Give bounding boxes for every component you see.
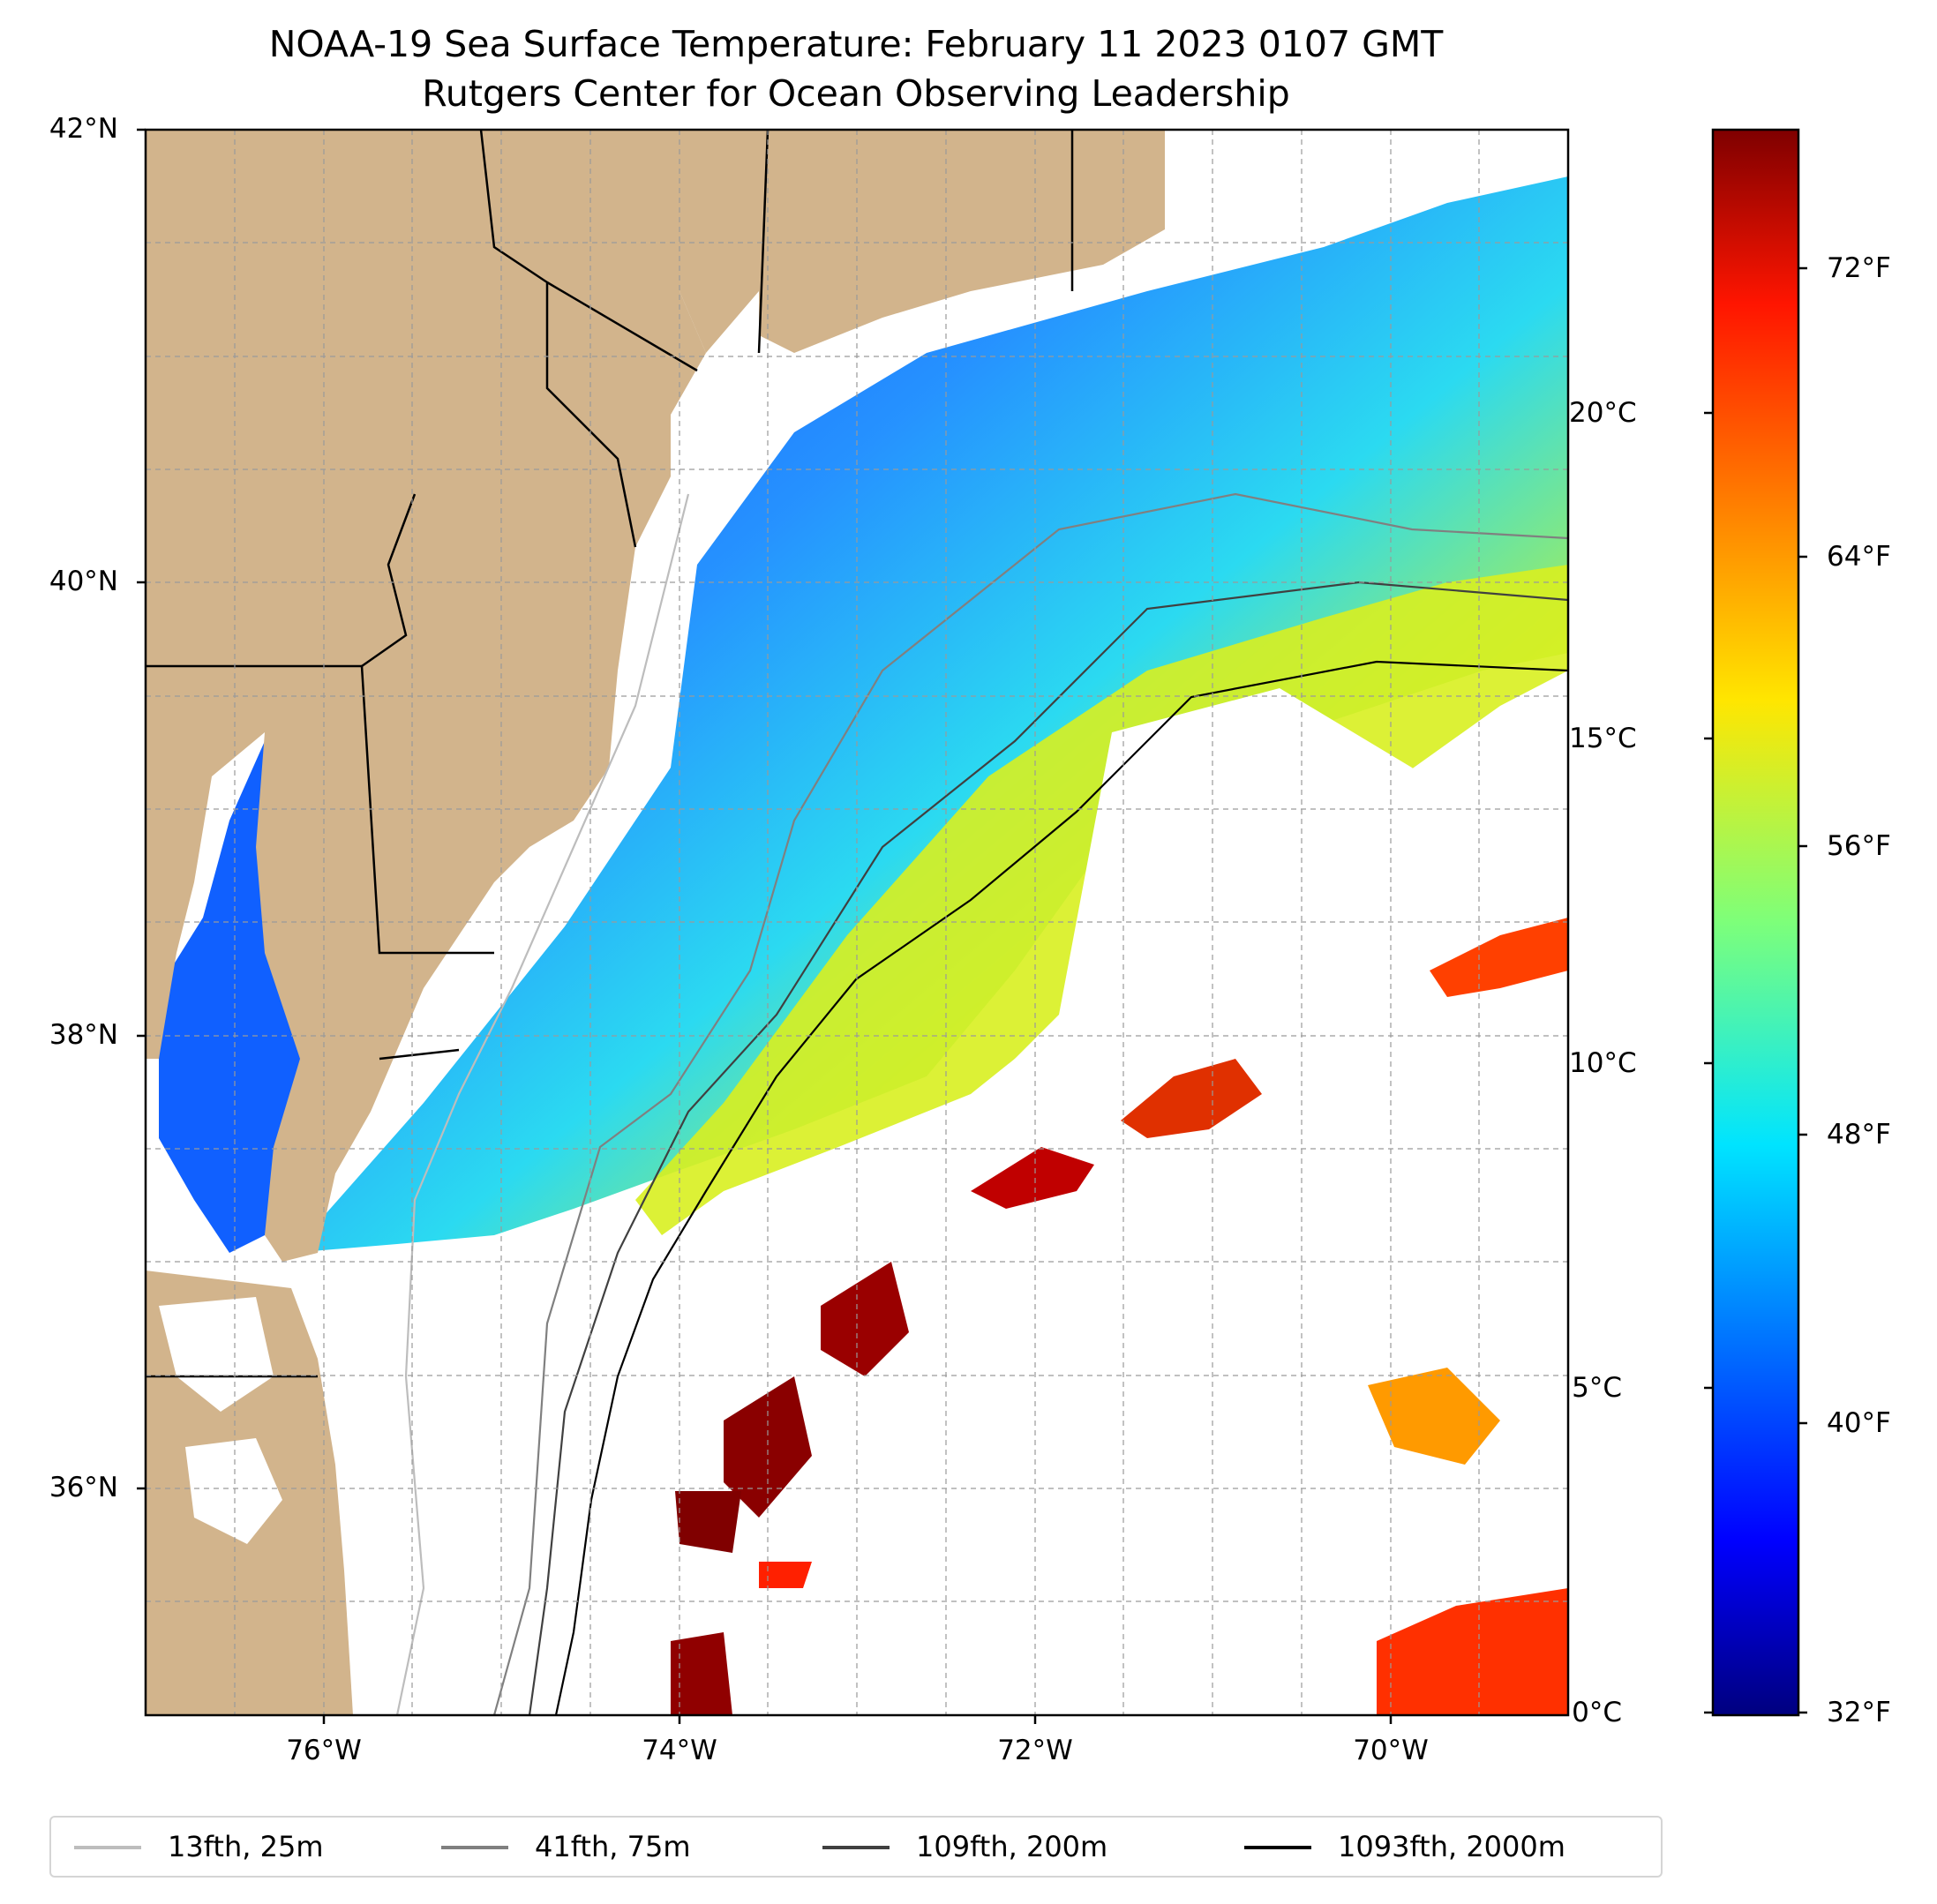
sst-warm-patch xyxy=(759,1562,812,1588)
lon-tick-label: 70°W xyxy=(1303,1735,1479,1766)
colorbar-fahrenheit-label: 32°F xyxy=(1827,1697,1891,1728)
colorbar-celsius-label: 10°C xyxy=(1569,1047,1622,1079)
colorbar xyxy=(1713,130,1798,1715)
legend-swatch xyxy=(74,1846,141,1849)
colorbar-fahrenheit-label: 72°F xyxy=(1827,252,1891,284)
lat-tick-label: 36°N xyxy=(0,1472,118,1503)
legend-swatch xyxy=(441,1846,508,1849)
lat-tick-label: 38°N xyxy=(0,1019,118,1051)
legend-swatch xyxy=(822,1846,890,1849)
contour-legend: 13fth, 25m 41fth, 75m 109fth, 200m 1093f… xyxy=(49,1816,1663,1878)
legend-label: 1093fth, 2000m xyxy=(1338,1830,1565,1863)
colorbar-fahrenheit-label: 40°F xyxy=(1827,1407,1891,1439)
legend-swatch xyxy=(1244,1846,1311,1849)
colorbar-celsius-label: 0°C xyxy=(1569,1697,1622,1728)
colorbar-fahrenheit-label: 48°F xyxy=(1827,1119,1891,1151)
legend-label: 109fth, 200m xyxy=(916,1830,1107,1863)
lon-tick-label: 72°W xyxy=(947,1735,1123,1766)
colorbar-fahrenheit-label: 56°F xyxy=(1827,830,1891,862)
colorbar-celsius-label: 5°C xyxy=(1569,1372,1622,1404)
colorbar-fahrenheit-label: 64°F xyxy=(1827,541,1891,573)
colorbar-celsius-label: 20°C xyxy=(1569,397,1622,429)
lon-tick-label: 74°W xyxy=(591,1735,768,1766)
legend-label: 13fth, 25m xyxy=(168,1830,323,1863)
colorbar-celsius-label: 15°C xyxy=(1569,723,1622,754)
lat-tick-label: 40°N xyxy=(0,566,118,597)
sst-warm-patch xyxy=(675,1491,741,1553)
map-area[interactable] xyxy=(146,130,1568,1715)
legend-label: 41fth, 75m xyxy=(535,1830,690,1863)
lon-tick-label: 76°W xyxy=(236,1735,412,1766)
lat-tick-label: 42°N xyxy=(0,113,118,145)
